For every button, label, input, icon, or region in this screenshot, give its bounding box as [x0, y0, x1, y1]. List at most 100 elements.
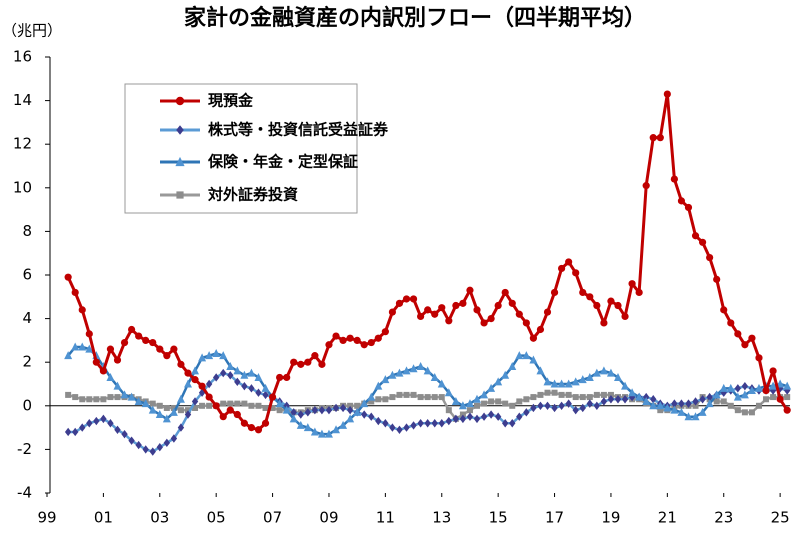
marker [395, 368, 404, 377]
marker [558, 264, 566, 273]
marker [614, 301, 622, 310]
marker [599, 366, 608, 375]
legend-label: 現預金 [208, 92, 254, 110]
marker [770, 394, 777, 401]
marker [184, 407, 191, 414]
x-tick-label: 01 [94, 509, 113, 527]
x-tick-label: 11 [376, 509, 395, 527]
marker [212, 402, 220, 410]
marker [339, 420, 348, 429]
marker [586, 399, 593, 408]
marker [692, 402, 699, 409]
marker [473, 414, 481, 424]
marker [480, 412, 488, 421]
marker [332, 332, 340, 340]
marker [254, 426, 263, 434]
marker [325, 341, 333, 349]
marker [473, 306, 481, 314]
marker [93, 416, 100, 426]
marker [199, 402, 206, 409]
marker [255, 402, 262, 409]
marker [720, 398, 727, 405]
marker [523, 396, 530, 403]
marker [297, 410, 304, 419]
marker [276, 373, 284, 382]
legend-marker [176, 125, 184, 135]
y-tick-label: 14 [13, 91, 32, 109]
marker [748, 334, 756, 342]
marker [86, 396, 93, 403]
marker [324, 429, 333, 438]
marker [495, 398, 502, 405]
marker [120, 338, 129, 347]
marker [339, 403, 347, 413]
marker [303, 423, 312, 432]
marker [550, 288, 559, 297]
marker [64, 273, 72, 281]
marker [417, 312, 425, 321]
marker [417, 419, 424, 428]
marker [487, 410, 495, 419]
marker [642, 396, 651, 405]
marker [402, 366, 411, 375]
marker [691, 412, 700, 421]
marker [106, 372, 115, 381]
marker [346, 405, 354, 415]
marker [184, 410, 192, 419]
marker [657, 407, 664, 414]
marker [741, 341, 749, 349]
marker [247, 424, 256, 432]
x-tick-label: 25 [771, 509, 790, 527]
legend-marker [176, 191, 184, 199]
legend-marker [175, 156, 185, 167]
marker [606, 368, 615, 377]
marker [445, 416, 453, 426]
marker [169, 407, 178, 416]
marker [64, 351, 73, 360]
marker [431, 419, 438, 428]
marker [367, 392, 376, 401]
marker [663, 403, 672, 412]
legend-label: 株式等・投資信託受益証券 [208, 121, 389, 139]
y-tick-label: 16 [13, 48, 32, 66]
marker [713, 275, 721, 283]
marker [537, 391, 544, 398]
marker [543, 377, 552, 386]
marker [494, 301, 502, 310]
marker [565, 391, 572, 398]
marker [156, 402, 163, 409]
marker [585, 372, 594, 381]
marker [382, 396, 389, 403]
marker [219, 351, 228, 360]
marker [424, 419, 431, 428]
marker [516, 412, 523, 421]
marker [431, 394, 438, 401]
marker [509, 419, 516, 428]
marker [501, 288, 509, 297]
marker [769, 367, 777, 375]
marker [107, 394, 114, 401]
marker [93, 396, 100, 403]
marker [177, 360, 185, 368]
legend-label: 保険・年金・定型保証 [207, 153, 358, 171]
marker [466, 407, 473, 414]
marker [572, 269, 580, 277]
marker [783, 406, 791, 414]
y-tick-label: -2 [17, 440, 32, 458]
marker [368, 398, 375, 405]
marker [100, 414, 107, 424]
marker [649, 134, 657, 142]
marker [389, 394, 396, 401]
marker [607, 391, 614, 398]
marker [381, 375, 390, 384]
marker [410, 391, 417, 398]
marker [247, 368, 256, 377]
marker [734, 330, 742, 338]
marker [135, 332, 143, 340]
marker [713, 398, 720, 405]
marker [783, 381, 792, 390]
marker [480, 390, 489, 399]
marker [684, 203, 693, 212]
marker [360, 341, 368, 349]
marker [282, 405, 291, 414]
